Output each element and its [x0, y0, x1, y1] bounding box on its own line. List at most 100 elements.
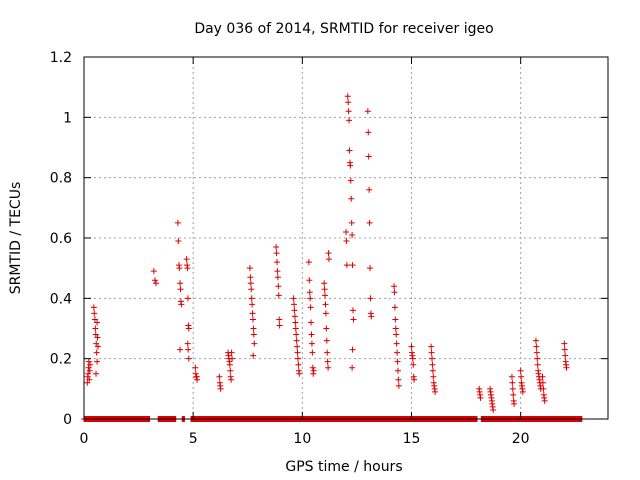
- data-point: [533, 349, 540, 356]
- data-point: [429, 367, 436, 374]
- data-point: [86, 367, 93, 374]
- data-point: [392, 325, 399, 332]
- data-point: [290, 295, 297, 302]
- data-point: [93, 370, 100, 377]
- data-point: [428, 343, 435, 350]
- data-point: [563, 364, 570, 371]
- data-point: [229, 355, 236, 362]
- data-point: [92, 331, 99, 338]
- data-point: [322, 292, 329, 299]
- data-point: [518, 373, 525, 380]
- data-point: [84, 379, 91, 386]
- data-point: [273, 250, 280, 257]
- data-point: [323, 337, 330, 344]
- data-point: [309, 364, 316, 371]
- data-point: [85, 370, 92, 377]
- data-point: [562, 352, 569, 359]
- data-point: [295, 361, 302, 368]
- data-point: [274, 274, 281, 281]
- data-point: [250, 325, 257, 332]
- data-point: [194, 376, 201, 383]
- data-point: [429, 361, 436, 368]
- x-tick-label: 20: [512, 431, 530, 447]
- data-point: [150, 268, 157, 275]
- data-point: [343, 238, 350, 245]
- data-point: [534, 361, 541, 368]
- data-point: [395, 382, 402, 389]
- data-point: [85, 358, 92, 365]
- data-point: [540, 385, 547, 392]
- data-point: [291, 301, 298, 308]
- data-point: [534, 355, 541, 362]
- data-point: [90, 304, 97, 311]
- y-tick-label: 0.8: [50, 171, 72, 187]
- data-point: [275, 283, 282, 290]
- y-tick-label: 1.2: [50, 50, 72, 66]
- data-point: [249, 316, 256, 323]
- data-point: [291, 307, 298, 314]
- data-point: [184, 340, 191, 347]
- x-tick-label: 5: [189, 431, 198, 447]
- data-point: [86, 376, 93, 383]
- data-point: [394, 349, 401, 356]
- data-point: [185, 355, 192, 362]
- y-tick-label: 1: [63, 110, 72, 126]
- data-point: [274, 268, 281, 275]
- data-point: [561, 346, 568, 353]
- data-point: [91, 310, 98, 317]
- data-point: [93, 349, 100, 356]
- data-point: [409, 355, 416, 362]
- data-point: [367, 295, 374, 302]
- data-point: [349, 307, 356, 314]
- data-point: [346, 147, 353, 154]
- data-point: [366, 186, 373, 193]
- y-tick-label: 0.4: [50, 291, 72, 307]
- data-point: [539, 373, 546, 380]
- data-point: [174, 219, 181, 226]
- data-point: [430, 373, 437, 380]
- data-point: [247, 280, 254, 287]
- data-point: [226, 361, 233, 368]
- data-point: [539, 379, 546, 386]
- x-tick-label: 0: [80, 431, 89, 447]
- data-point: [306, 277, 313, 284]
- data-point: [347, 162, 354, 169]
- data-point: [228, 376, 235, 383]
- data-point: [541, 397, 548, 404]
- data-point: [93, 340, 100, 347]
- data-point: [321, 286, 328, 293]
- data-point: [324, 358, 331, 365]
- data-point: [532, 337, 539, 344]
- data-point: [294, 343, 301, 350]
- data-point: [393, 340, 400, 347]
- data-point: [391, 283, 398, 290]
- data-point: [509, 379, 516, 386]
- data-point: [153, 280, 160, 287]
- data-point: [91, 316, 98, 323]
- data-point: [322, 310, 329, 317]
- data-point: [248, 286, 255, 293]
- data-point: [347, 177, 354, 184]
- axis-ticks: 0 0.2 0.4 0.6 0.8 1 1.2 0 5 10 15 20: [50, 50, 608, 447]
- data-point: [324, 349, 331, 356]
- data-point: [429, 355, 436, 362]
- data-point: [176, 265, 183, 272]
- data-point: [308, 319, 315, 326]
- y-tick-label: 0: [63, 412, 72, 428]
- data-point: [249, 310, 256, 317]
- data-point: [94, 334, 101, 341]
- data-point: [410, 361, 417, 368]
- data-point: [490, 406, 497, 413]
- data-point: [533, 343, 540, 350]
- data-point: [394, 367, 401, 374]
- data-point: [349, 364, 356, 371]
- data-point: [325, 256, 332, 263]
- data-point: [511, 400, 518, 407]
- chart-title: Day 036 of 2014, SRMTID for receiver ige…: [194, 21, 493, 37]
- data-point: [308, 331, 315, 338]
- data-point: [184, 265, 191, 272]
- data-point: [292, 325, 299, 332]
- data-point: [274, 259, 281, 266]
- data-point: [246, 265, 253, 272]
- data-point: [294, 349, 301, 356]
